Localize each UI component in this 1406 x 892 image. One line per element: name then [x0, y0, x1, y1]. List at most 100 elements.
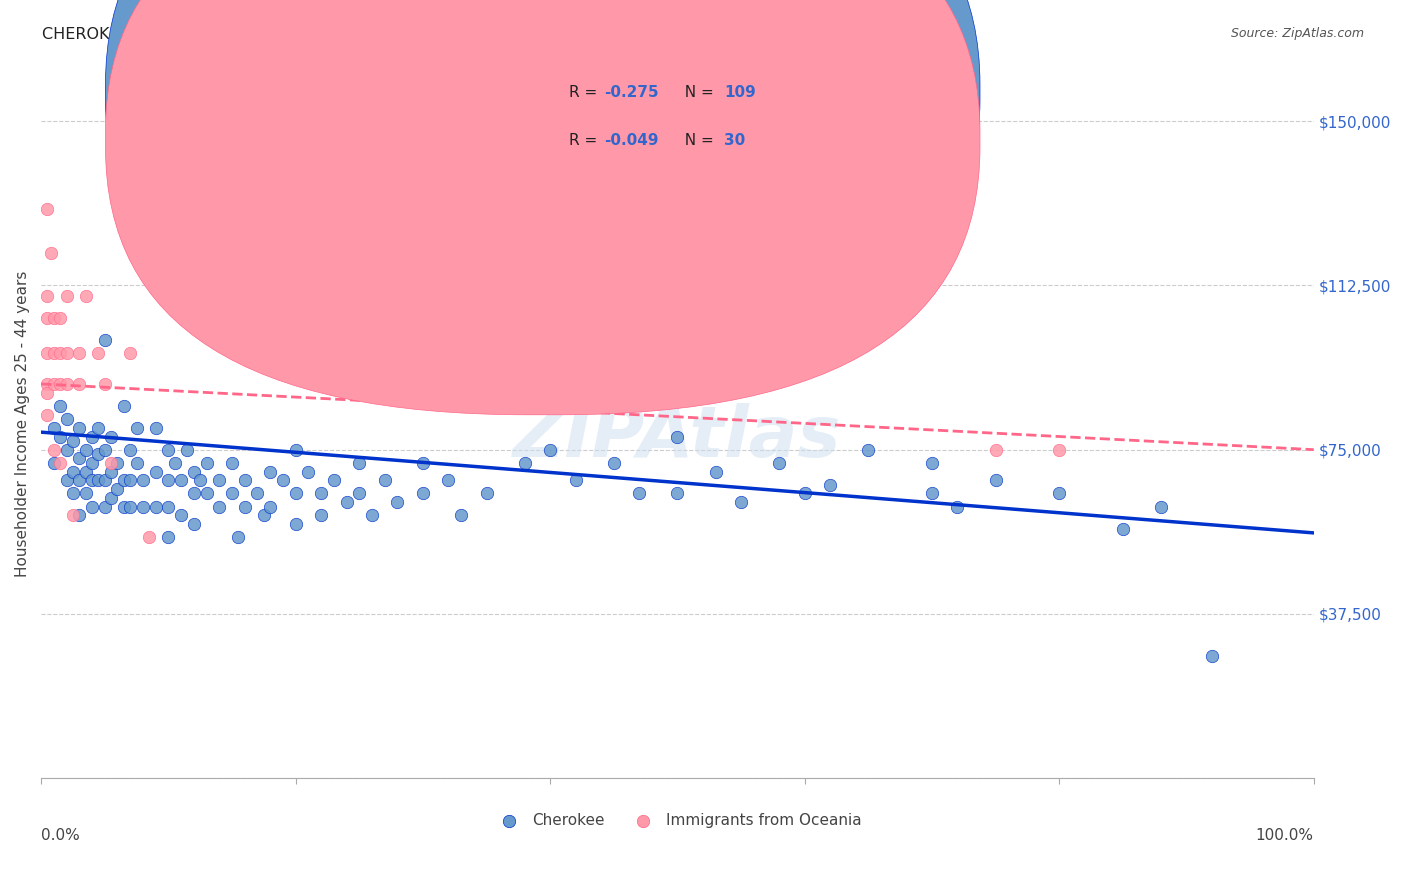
- Point: [112, 500, 135, 514]
- Point: [208, 500, 231, 514]
- Point: [132, 473, 155, 487]
- Point: [170, 473, 193, 487]
- Point: [93, 333, 115, 347]
- Point: [62, 465, 84, 479]
- Point: [1047, 486, 1070, 500]
- Point: [188, 473, 211, 487]
- Point: [221, 486, 243, 500]
- Point: [145, 500, 167, 514]
- Point: [75, 465, 97, 479]
- Point: [37, 202, 59, 216]
- Point: [100, 465, 122, 479]
- Point: [157, 442, 180, 457]
- Point: [100, 491, 122, 505]
- Point: [233, 500, 256, 514]
- Point: [259, 500, 281, 514]
- Point: [37, 408, 59, 422]
- Point: [42, 346, 65, 360]
- Point: [49, 429, 72, 443]
- Point: [100, 429, 122, 443]
- Point: [49, 311, 72, 326]
- Point: [145, 465, 167, 479]
- Point: [120, 346, 142, 360]
- Point: [80, 473, 103, 487]
- Point: [793, 486, 815, 500]
- Point: [67, 346, 90, 360]
- Point: [157, 530, 180, 544]
- Point: [666, 486, 689, 500]
- Point: [437, 473, 460, 487]
- Point: [259, 465, 281, 479]
- Point: [628, 486, 651, 500]
- Point: [37, 346, 59, 360]
- Point: [42, 456, 65, 470]
- Y-axis label: Householder Income Ages 25 - 44 years: Householder Income Ages 25 - 44 years: [15, 270, 30, 576]
- Point: [80, 429, 103, 443]
- Point: [335, 495, 357, 509]
- Point: [132, 500, 155, 514]
- Text: N =: N =: [675, 86, 718, 100]
- Point: [195, 456, 218, 470]
- Point: [120, 500, 142, 514]
- Point: [170, 508, 193, 523]
- Point: [87, 346, 110, 360]
- Point: [322, 473, 344, 487]
- Text: ZIPAtlas: ZIPAtlas: [513, 403, 842, 472]
- Point: [37, 289, 59, 303]
- Point: [55, 412, 77, 426]
- Point: [42, 311, 65, 326]
- Point: [93, 473, 115, 487]
- Text: Source: ZipAtlas.com: Source: ZipAtlas.com: [1230, 27, 1364, 40]
- Point: [67, 451, 90, 466]
- Point: [49, 376, 72, 391]
- Point: [112, 473, 135, 487]
- Point: [666, 429, 689, 443]
- Point: [921, 486, 943, 500]
- Point: [309, 486, 332, 500]
- Point: [145, 421, 167, 435]
- Point: [768, 456, 790, 470]
- Point: [233, 473, 256, 487]
- Point: [37, 385, 59, 400]
- Point: [120, 473, 142, 487]
- Point: [176, 442, 198, 457]
- Point: [37, 376, 59, 391]
- Point: [1150, 500, 1173, 514]
- Point: [87, 421, 110, 435]
- Text: R =: R =: [569, 86, 603, 100]
- Point: [42, 442, 65, 457]
- Point: [62, 486, 84, 500]
- Point: [67, 376, 90, 391]
- Point: [183, 486, 205, 500]
- Point: [42, 421, 65, 435]
- Point: [1201, 648, 1223, 663]
- Point: [704, 465, 727, 479]
- Point: [818, 477, 841, 491]
- Point: [858, 442, 880, 457]
- Point: [87, 447, 110, 461]
- Point: [1047, 442, 1070, 457]
- Point: [309, 508, 332, 523]
- Point: [412, 456, 434, 470]
- Point: [349, 456, 371, 470]
- Point: [49, 346, 72, 360]
- Point: [349, 486, 371, 500]
- Point: [112, 399, 135, 413]
- Point: [80, 500, 103, 514]
- Point: [221, 456, 243, 470]
- Point: [75, 486, 97, 500]
- Point: [100, 456, 122, 470]
- Text: N =: N =: [675, 133, 718, 147]
- Point: [246, 486, 269, 500]
- Point: [87, 473, 110, 487]
- Text: 100.0%: 100.0%: [1256, 828, 1313, 843]
- Point: [946, 500, 969, 514]
- Point: [284, 517, 307, 532]
- Point: [208, 473, 231, 487]
- Point: [412, 486, 434, 500]
- Point: [163, 456, 186, 470]
- Point: [67, 508, 90, 523]
- Point: [387, 495, 409, 509]
- Point: [538, 442, 561, 457]
- Point: [284, 442, 307, 457]
